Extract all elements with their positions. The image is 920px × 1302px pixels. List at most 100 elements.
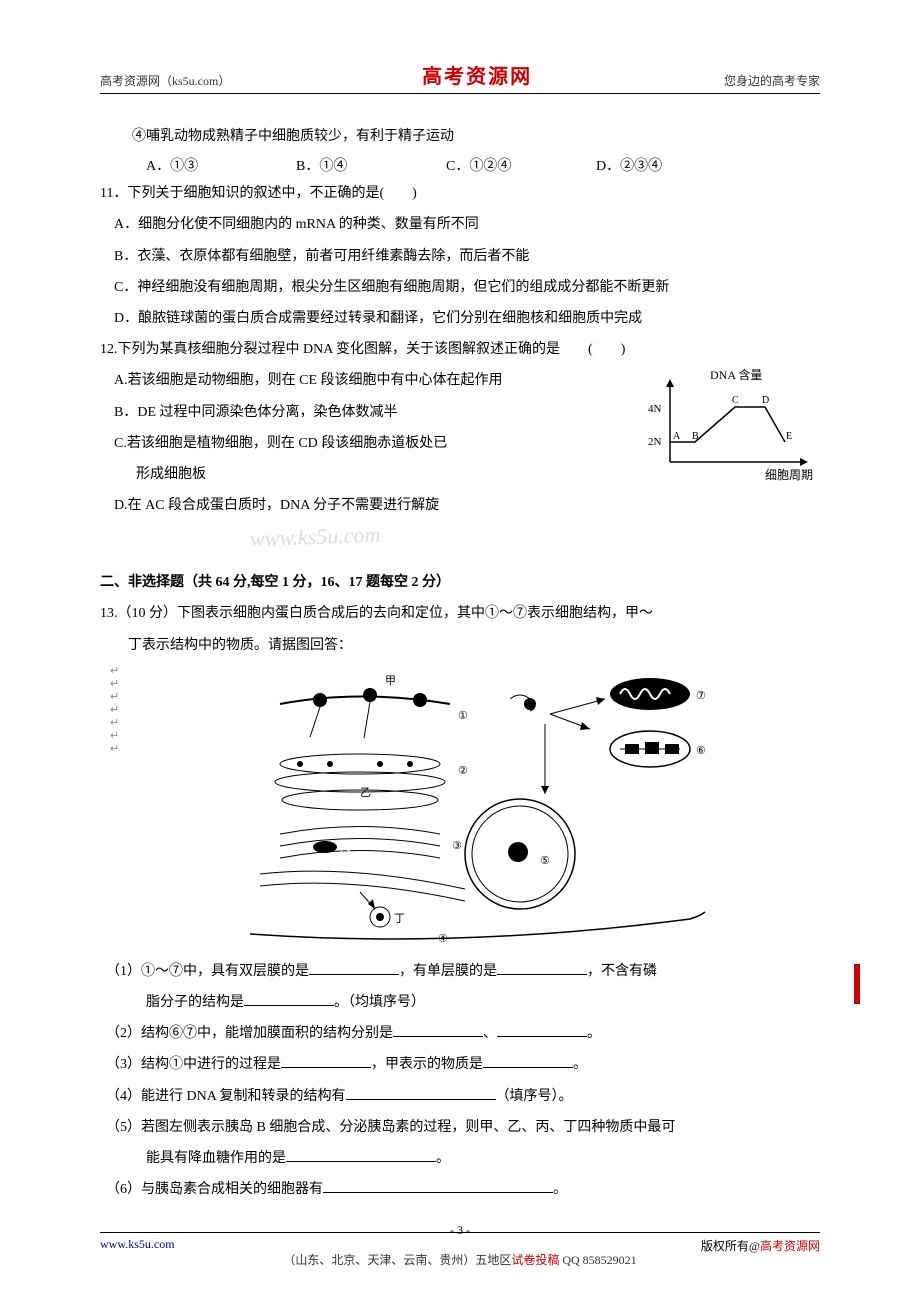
q13-2-c: 。 bbox=[587, 1026, 601, 1041]
arrow-down-head-icon bbox=[368, 899, 375, 909]
ribosome-3 bbox=[413, 693, 427, 707]
label-ding: 丁 bbox=[394, 913, 405, 925]
arrow-r1-head-icon bbox=[580, 722, 590, 730]
q13-4: （4）能进行 DNA 复制和转录的结构有 （填序号）。 bbox=[100, 1084, 820, 1109]
q11-opt-a: A．细胞分化使不同细胞内的 mRNA 的种类、数量有所不同 bbox=[100, 212, 820, 237]
label-6: ⑥ bbox=[696, 745, 706, 757]
q13-1: （1）①～⑦中，具有双层膜的是 ，有单层膜的是 ，不含有磷 bbox=[100, 959, 820, 984]
mitochondrion-icon bbox=[610, 678, 690, 710]
q13-6-a: （6）与胰岛素合成相关的细胞器有 bbox=[106, 1182, 323, 1197]
page-footer: www.ks5u.com 版权所有@高考资源网 - 3 - （山东、北京、天津、… bbox=[100, 1232, 820, 1254]
pt-d: D bbox=[762, 395, 769, 406]
ribo-c bbox=[377, 761, 383, 767]
dna-line bbox=[670, 407, 785, 442]
golgi-2 bbox=[280, 838, 440, 846]
blank bbox=[483, 1053, 573, 1068]
q13-1-d: 脂分子的结构是 bbox=[146, 995, 244, 1010]
side-return-marks: ↵↵↵↵↵↵↵ bbox=[110, 664, 119, 755]
tick-4n: 4N bbox=[648, 403, 662, 415]
blank bbox=[346, 1085, 496, 1100]
blank bbox=[309, 960, 399, 975]
cell-diagram: ↵↵↵↵↵↵↵ ④ ⑤ bbox=[100, 664, 820, 949]
q13-2-a: （2）结构⑥⑦中，能增加膜面积的结构分别是 bbox=[106, 1026, 393, 1041]
question-12: 12.下列为某真核细胞分裂过程中 DNA 变化图解，关于该图解叙述正确的是 ( … bbox=[100, 337, 820, 518]
q13-1-e: 。（均填序号） bbox=[334, 995, 425, 1010]
membrane-line bbox=[250, 912, 705, 939]
golgi-vesicle bbox=[313, 841, 337, 853]
q10-opt-c: C．①②④ bbox=[446, 155, 596, 175]
label-jia: 甲 bbox=[385, 675, 396, 687]
footer-qq: QQ 858529021 bbox=[559, 1253, 636, 1267]
label-3: ③ bbox=[452, 840, 462, 852]
golgi-1 bbox=[280, 826, 440, 834]
section2-title: 二、非选择题（共 64 分,每空 1 分，16、17 题每空 2 分） bbox=[100, 570, 820, 595]
q10-options: A．①③ B．①④ C．①②④ D．②③④ bbox=[100, 155, 820, 175]
label-bing: 丙 bbox=[340, 841, 351, 853]
watermark-text: www.ks5u.com bbox=[250, 522, 381, 553]
q13-6: （6）与胰岛素合成相关的细胞器有。 bbox=[100, 1177, 820, 1202]
q13-1-b: ，有单层膜的是 bbox=[399, 964, 497, 979]
blank bbox=[281, 1053, 371, 1068]
label-5: ⑤ bbox=[540, 855, 550, 867]
blank bbox=[244, 991, 334, 1006]
footer-bottom-line: （山东、北京、天津、云南、贵州）五地区试卷投稿 QQ 858529021 bbox=[100, 1251, 820, 1268]
q13-1-c: ，不含有磷 bbox=[587, 964, 657, 979]
q11-opt-c: C．神经细胞没有细胞周期，根尖分生区细胞有细胞周期，但它们的组成成分都能不断更新 bbox=[100, 275, 820, 300]
arrow-r2 bbox=[550, 699, 605, 714]
q13-3-a: （3）结构①中进行的过程是 bbox=[106, 1057, 281, 1072]
label-1: ① bbox=[458, 710, 468, 722]
ribo-d bbox=[407, 761, 413, 767]
q11-opt-d: D．酿脓链球菌的蛋白质合成需要经过转录和翻译，它们分别在细胞核和细胞质中完成 bbox=[100, 306, 820, 331]
q13-3-b: ，甲表示的物质是 bbox=[371, 1057, 483, 1072]
q10-opt-b: B．①④ bbox=[296, 155, 446, 175]
cell-diagram-svg: ④ ⑤ ② 乙 bbox=[210, 664, 710, 944]
q13-5-c: 。 bbox=[436, 1151, 450, 1166]
grana-2 bbox=[645, 742, 659, 754]
ribo-a bbox=[297, 761, 303, 767]
q12-stem: 12.下列为某真核细胞分裂过程中 DNA 变化图解，关于该图解叙述正确的是 ( … bbox=[100, 337, 820, 362]
q12-opt-d: D.在 AC 段合成蛋白质时，DNA 分子不需要进行解旋 bbox=[100, 493, 820, 518]
q10-opt-d: D．②③④ bbox=[596, 155, 746, 175]
q13-5-b: 能具有降血糖作用的是 bbox=[146, 1151, 286, 1166]
q13-4-a: （4）能进行 DNA 复制和转录的结构有 bbox=[106, 1089, 346, 1104]
q13-intro-1: 13.（10 分）下图表示细胞内蛋白质合成后的去向和定位，其中①～⑦表示细胞结构… bbox=[100, 601, 820, 626]
blank bbox=[286, 1147, 436, 1162]
q13-2-b: 、 bbox=[483, 1026, 497, 1041]
q13-4-b: （填序号）。 bbox=[496, 1089, 573, 1104]
q13-2: （2）结构⑥⑦中，能增加膜面积的结构分别是 、 。 bbox=[100, 1021, 820, 1046]
pt-e: E bbox=[786, 431, 792, 442]
q13-1-a: （1）①～⑦中，具有双层膜的是 bbox=[106, 964, 309, 979]
question-13: 13.（10 分）下图表示细胞内蛋白质合成后的去向和定位，其中①～⑦表示细胞结构… bbox=[100, 601, 820, 1202]
q13-5: （5）若图左侧表示胰岛 B 细胞合成、分泌胰岛素的过程，则甲、乙、丙、丁四种物质… bbox=[100, 1115, 820, 1140]
dna-chart: DNA 含量 4N 2N A B C D E 细胞周期 bbox=[640, 367, 820, 487]
y-axis-arrow-icon bbox=[666, 379, 674, 387]
q13-3-c: 。 bbox=[573, 1057, 587, 1072]
x-axis-arrow-icon bbox=[800, 458, 808, 466]
tube-1 bbox=[260, 871, 465, 889]
page-header: 高考资源网（ks5u.com） 高考资源网 您身边的高考专家 bbox=[100, 60, 820, 94]
header-logo-text: 高考资源网 bbox=[422, 60, 532, 89]
vesicle-dot bbox=[376, 913, 384, 921]
chart-ylabel: DNA 含量 bbox=[710, 367, 762, 382]
arrow-r2-head-icon bbox=[596, 697, 605, 705]
q13-5-a: （5）若图左侧表示胰岛 B 细胞合成、分泌胰岛素的过程，则甲、乙、丙、丁四种物质… bbox=[106, 1120, 675, 1135]
q10-item4: ④哺乳动物成熟精子中细胞质较少，有利于精子运动 bbox=[100, 124, 820, 149]
tube-2 bbox=[260, 883, 465, 901]
pt-c: C bbox=[732, 395, 739, 406]
q10-opt-a: A．①③ bbox=[146, 155, 296, 175]
tick-2n: 2N bbox=[648, 436, 662, 448]
ribo-b bbox=[327, 761, 333, 767]
label-4: ④ bbox=[438, 933, 448, 944]
q13-intro-2: 丁表示结构中的物质。请据图回答： bbox=[100, 633, 820, 658]
footer-submit: 试卷投稿 bbox=[511, 1253, 559, 1267]
label-7: ⑦ bbox=[696, 690, 706, 702]
er-golgi-group: ② 乙 丙 ③ bbox=[260, 754, 468, 901]
content-body: ④哺乳动物成熟精子中细胞质较少，有利于精子运动 A．①③ B．①④ C．①②④ … bbox=[100, 124, 820, 1202]
watermark-area: www.ks5u.com bbox=[100, 524, 820, 564]
q11-opt-b: B．衣藻、衣原体都有细胞壁，前者可用纤维素酶去除，而后者不能 bbox=[100, 244, 820, 269]
pt-b: B bbox=[692, 431, 699, 442]
footer-regions: （山东、北京、天津、云南、贵州）五地区 bbox=[283, 1253, 511, 1267]
document-page: 高考资源网（ks5u.com） 高考资源网 您身边的高考专家 ④哺乳动物成熟精子… bbox=[0, 0, 920, 1300]
blank bbox=[497, 960, 587, 975]
arrow-down2-head-icon bbox=[541, 786, 549, 794]
